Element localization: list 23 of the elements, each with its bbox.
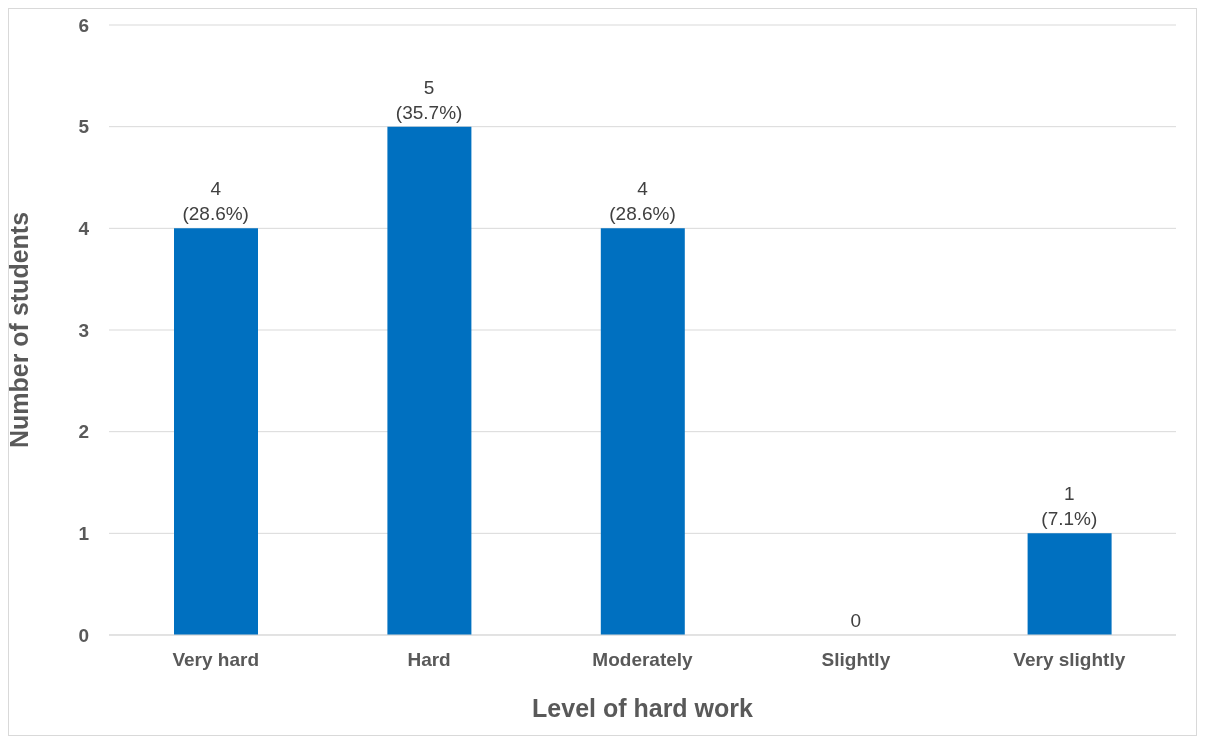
bar <box>387 126 472 635</box>
y-axis-title: Number of students <box>4 211 33 449</box>
y-tick-label: 5 <box>78 116 90 138</box>
data-label: 4 (28.6%) <box>182 178 249 225</box>
data-label: 4 (28.6%) <box>609 178 676 225</box>
data-label: 5 (35.7%) <box>395 76 463 123</box>
bar <box>1027 533 1112 635</box>
x-tick-label: Very slightly <box>1013 649 1126 671</box>
x-tick-label: Slightly <box>821 649 891 671</box>
y-tick-label: 6 <box>78 14 89 36</box>
data-label: 0 <box>850 610 862 631</box>
bar <box>174 228 258 635</box>
y-tick-label: 1 <box>78 523 90 545</box>
y-tick-label: 0 <box>78 624 89 646</box>
y-tick-label: 2 <box>78 421 89 443</box>
bar <box>600 228 685 635</box>
x-tick-label: Moderately <box>592 649 694 671</box>
x-axis-title: Level of hard work <box>532 694 754 722</box>
y-tick-label: 3 <box>78 319 89 341</box>
data-label: 1 (7.1%) <box>1041 483 1098 530</box>
x-tick-label: Hard <box>407 649 451 671</box>
x-tick-label: Very hard <box>172 649 259 671</box>
y-tick-label: 4 <box>78 218 90 240</box>
